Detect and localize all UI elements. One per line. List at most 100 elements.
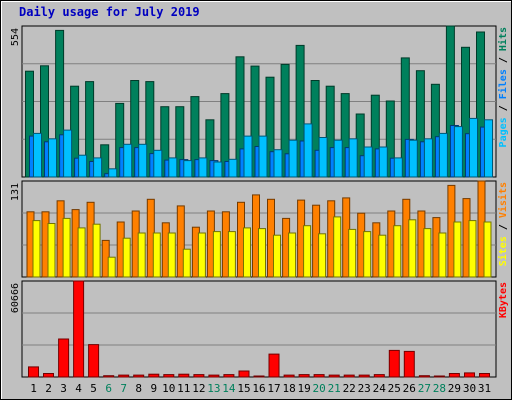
bar-pages-day-11 (183, 160, 193, 178)
x-tick-label-day-16: 16 (252, 382, 265, 395)
x-tick-label-day-4: 4 (75, 382, 82, 395)
legend-separator: / (498, 51, 509, 69)
bar-sites-day-18 (288, 232, 297, 278)
y-max-label: 131 (10, 183, 21, 201)
x-tick-label-day-17: 17 (267, 382, 280, 395)
bar-kbytes-day-10 (163, 374, 175, 378)
x-tick-label-day-30: 30 (463, 382, 476, 395)
bar-sites-day-17 (273, 234, 281, 278)
bar-pages-day-6 (108, 168, 118, 178)
bar-kbytes-day-20 (313, 374, 325, 378)
bar-sites-day-23 (363, 231, 372, 278)
legend-visits: Visits (497, 182, 509, 218)
plot-area (21, 280, 497, 378)
legend-2: KBytes (498, 282, 509, 318)
bar-pages-day-18 (288, 139, 298, 178)
bar-sites-day-24 (378, 234, 387, 278)
bar-sites-day-22 (348, 228, 357, 278)
bar-kbytes-day-31 (479, 373, 490, 378)
bar-sites-day-29 (453, 221, 462, 278)
bar-kbytes-day-12 (193, 374, 205, 378)
bar-sites-day-19 (303, 225, 312, 278)
bar-pages-day-10 (168, 157, 178, 178)
x-tick-label-day-9: 9 (150, 382, 157, 395)
bar-pages-day-23 (363, 146, 373, 178)
bar-sites-day-7 (122, 237, 131, 278)
bar-sites-day-8 (137, 232, 146, 278)
bar-kbytes-day-3 (58, 338, 70, 378)
bar-sites-day-1 (32, 220, 41, 278)
bar-pages-day-4 (78, 154, 88, 178)
bar-pages-day-24 (378, 146, 388, 178)
x-tick-label-day-29: 29 (448, 382, 461, 395)
bar-sites-day-15 (243, 227, 251, 278)
bar-sites-day-11 (182, 248, 191, 278)
x-tick-label-day-1: 1 (30, 382, 37, 395)
bar-pages-day-1 (33, 132, 42, 178)
x-tick-label-day-15: 15 (237, 382, 250, 395)
bar-pages-day-2 (48, 138, 57, 178)
legend-kbytes: KBytes (498, 282, 509, 318)
x-tick-label-day-5: 5 (90, 382, 97, 395)
legend-separator: / (498, 218, 509, 236)
bar-sites-day-30 (468, 220, 477, 278)
bar-pages-day-26 (408, 139, 418, 178)
x-tick-label-day-25: 25 (388, 382, 401, 395)
bar-pages-day-19 (303, 123, 313, 178)
legend-hits: Hits (497, 27, 509, 51)
bar-kbytes-day-27 (418, 375, 430, 378)
bar-pages-day-30 (469, 117, 478, 178)
x-tick-label-day-27: 27 (418, 382, 431, 395)
bar-kbytes-day-19 (298, 374, 310, 378)
bar-kbytes-day-25 (388, 349, 400, 378)
x-tick-label-day-28: 28 (433, 382, 446, 395)
bar-pages-day-31 (484, 119, 493, 178)
bar-kbytes-day-5 (88, 344, 100, 378)
bar-sites-day-9 (152, 232, 161, 278)
bar-kbytes-day-1 (28, 366, 39, 378)
bar-kbytes-day-8 (133, 374, 145, 378)
bar-pages-day-12 (198, 157, 208, 178)
bar-kbytes-day-30 (464, 372, 475, 378)
x-tick-label-day-19: 19 (297, 382, 310, 395)
x-tick-label-day-23: 23 (358, 382, 371, 395)
bar-kbytes-day-16 (253, 375, 265, 378)
bar-kbytes-day-4 (73, 280, 85, 378)
legend-0: Pages / Files / Hits (497, 27, 509, 147)
bar-sites-day-12 (197, 232, 206, 278)
bar-kbytes-day-6 (103, 375, 115, 378)
bar-kbytes-day-13 (208, 374, 220, 378)
chart-panel-0: 554 Pages / Files / Hits (10, 25, 509, 178)
x-tick-label-day-2: 2 (45, 382, 52, 395)
bar-kbytes-day-17 (268, 353, 280, 378)
x-tick-label-day-24: 24 (373, 382, 387, 395)
bar-sites-day-13 (212, 231, 221, 278)
bar-kbytes-day-24 (373, 374, 385, 378)
y-max-label: 554 (10, 28, 21, 46)
bar-pages-day-8 (138, 143, 148, 178)
chart-title: Daily usage for July 2019 (19, 5, 200, 19)
x-tick-label-day-22: 22 (343, 382, 356, 395)
chart-panel-1: 131 Sites / Visits (10, 180, 509, 278)
bar-kbytes-day-11 (178, 373, 190, 378)
bar-pages-day-15 (243, 135, 253, 178)
bar-sites-day-4 (77, 227, 86, 278)
bar-kbytes-day-15 (238, 370, 250, 378)
bar-sites-day-28 (438, 232, 447, 278)
x-tick-label-day-12: 12 (192, 382, 205, 395)
y-max-label: 60666 (10, 283, 21, 313)
bar-sites-day-5 (92, 223, 101, 278)
bar-pages-day-3 (63, 129, 73, 178)
bar-pages-day-20 (318, 137, 328, 178)
x-tick-label-day-26: 26 (403, 382, 416, 395)
x-tick-label-day-3: 3 (60, 382, 67, 395)
bar-pages-day-7 (123, 143, 133, 178)
bar-kbytes-day-21 (328, 374, 340, 378)
bar-pages-day-16 (258, 135, 268, 178)
bar-pages-day-27 (423, 138, 433, 178)
bar-sites-day-26 (408, 219, 417, 278)
bar-pages-day-14 (228, 158, 238, 178)
bar-pages-day-5 (93, 157, 103, 178)
bar-kbytes-day-29 (448, 373, 460, 378)
